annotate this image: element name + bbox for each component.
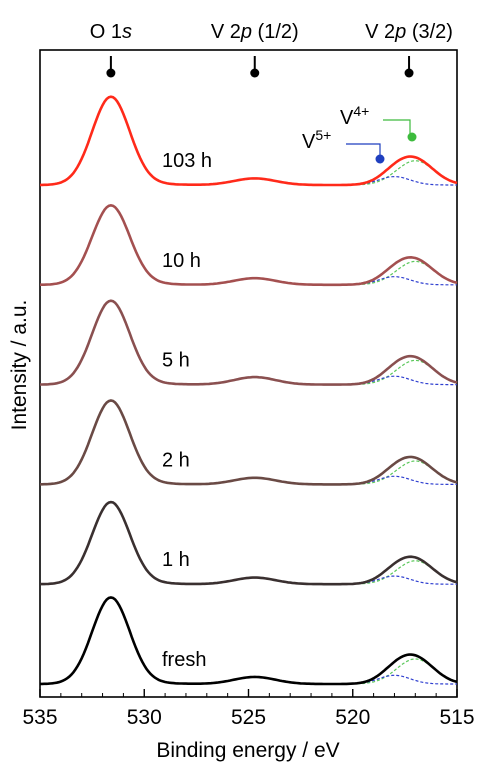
v5-component-curve (342, 575, 457, 585)
x-axis: 535 530 525 520 515 (22, 689, 475, 729)
v5-component-curve (342, 375, 457, 386)
spectrum-line (40, 399, 458, 486)
plot-frame (39, 49, 458, 698)
x-tick-label: 520 (335, 706, 370, 729)
series-labels: 103 h 10 h 5 h 2 h 1 h fresh (162, 150, 212, 671)
component-labels: V5+ V4+ (302, 103, 417, 164)
v4-marker-dot (407, 132, 417, 142)
series-label: 2 h (162, 449, 190, 471)
peak-marker-dot (404, 68, 414, 78)
spectra (40, 95, 458, 686)
series-label: 10 h (162, 250, 201, 272)
series-label: 103 h (162, 150, 212, 172)
spectrum-line (40, 95, 458, 187)
spectrum-line (40, 596, 458, 686)
v4-component-curve (342, 658, 458, 685)
v4-component-curve (342, 260, 458, 286)
v4-component-curve (342, 560, 458, 585)
x-tick-label: 525 (231, 706, 266, 729)
v5-component-curve (342, 276, 457, 286)
x-tick-label: 530 (127, 706, 162, 729)
v5-marker-dot (375, 154, 385, 164)
v5-component-curve (342, 175, 457, 186)
y-axis-title: Intensity / a.u. (8, 300, 31, 431)
series-label: fresh (162, 649, 206, 671)
v5-leader (346, 143, 381, 158)
spectrum-line (40, 203, 458, 287)
spectrum-line (40, 500, 458, 586)
peak-marker-label: V 2p (1/2) (211, 21, 299, 43)
v5-label: V5+ (302, 127, 331, 153)
v5-component-curve (342, 674, 457, 685)
v4-leader (383, 119, 411, 134)
v4-label: V4+ (340, 103, 369, 129)
peak-marker-label: O 1s (90, 21, 132, 43)
peak-markers: O 1s V 2p (1/2) V 2p (3/2) (90, 21, 453, 78)
series-label: 1 h (162, 549, 190, 571)
peak-marker-dot (250, 68, 260, 78)
x-tick-label: 515 (439, 706, 474, 729)
x-axis-title: Binding energy / eV (156, 739, 339, 762)
peak-marker-dot (106, 68, 116, 78)
series-label: 5 h (162, 350, 190, 372)
x-tick-label: 535 (22, 706, 57, 729)
peak-marker-label: V 2p (3/2) (365, 21, 453, 43)
v4-component-curve (342, 460, 458, 485)
v5-component-curve (342, 475, 457, 485)
spectrum-line (40, 299, 458, 386)
